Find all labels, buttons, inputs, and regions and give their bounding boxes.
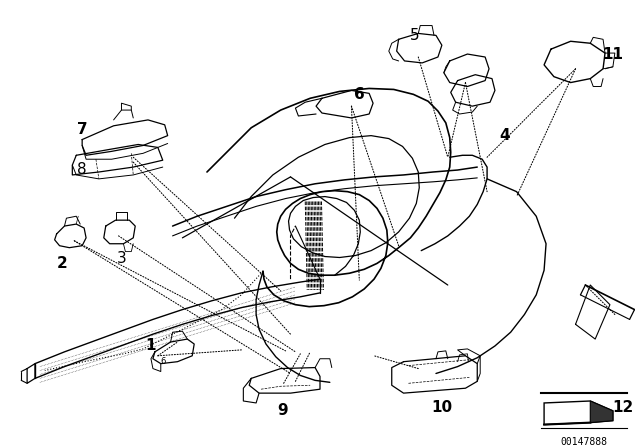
Text: 6: 6	[160, 357, 165, 366]
Text: 3: 3	[116, 251, 126, 266]
Text: 11: 11	[602, 47, 623, 61]
Text: 12: 12	[612, 401, 634, 415]
Text: 00147888: 00147888	[560, 437, 607, 448]
Text: 2: 2	[57, 256, 68, 271]
Text: 9: 9	[277, 403, 288, 418]
Text: 4: 4	[499, 128, 510, 143]
Text: 8: 8	[77, 162, 87, 177]
Polygon shape	[590, 401, 613, 422]
Text: 5: 5	[410, 28, 419, 43]
Text: 6: 6	[354, 87, 365, 102]
Text: 10: 10	[431, 401, 452, 415]
Text: 7: 7	[77, 122, 88, 137]
Text: 1: 1	[146, 338, 156, 353]
